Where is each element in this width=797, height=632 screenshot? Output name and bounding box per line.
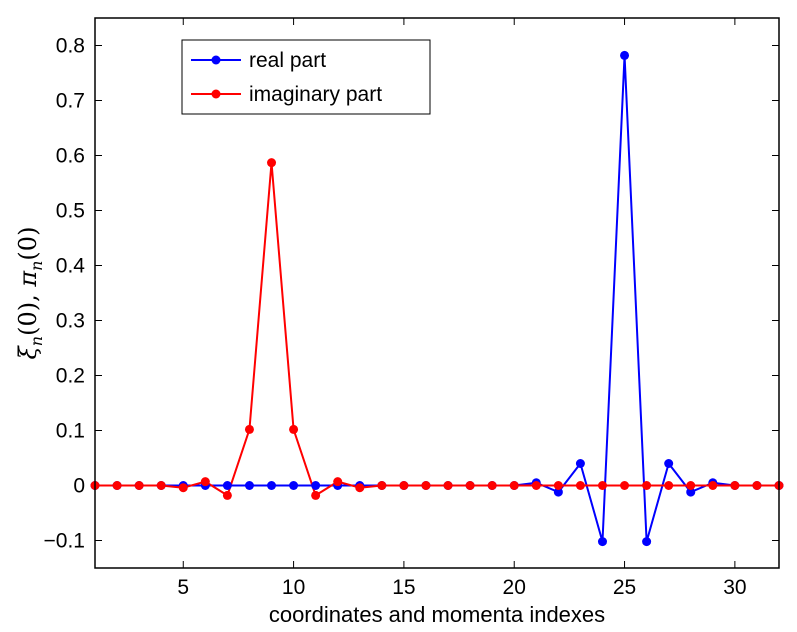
data-point-imaginary-part bbox=[112, 481, 122, 490]
data-point-imaginary-part bbox=[575, 481, 585, 490]
x-tick-label: 25 bbox=[613, 576, 636, 599]
y-axis-label-arg1: (0), bbox=[14, 287, 42, 336]
y-tick-label: 0.8 bbox=[56, 35, 85, 58]
data-point-imaginary-part bbox=[531, 481, 541, 490]
data-point-imaginary-part bbox=[620, 481, 630, 490]
data-point-imaginary-part bbox=[708, 481, 718, 490]
data-point-imaginary-part bbox=[553, 481, 563, 490]
data-point-real-part bbox=[686, 487, 696, 497]
data-point-imaginary-part bbox=[487, 481, 497, 490]
y-tick-label: 0.3 bbox=[56, 310, 85, 333]
data-point-imaginary-part bbox=[730, 481, 740, 490]
series-markers bbox=[90, 50, 784, 547]
data-point-imaginary-part bbox=[156, 481, 166, 490]
data-point-real-part bbox=[289, 481, 299, 490]
data-point-imaginary-part bbox=[333, 477, 343, 487]
legend: real part imaginary part bbox=[181, 39, 431, 115]
y-tick-label: 0.2 bbox=[56, 365, 85, 388]
data-point-imaginary-part bbox=[509, 481, 519, 490]
y-tick-label: 0 bbox=[73, 475, 85, 498]
data-point-real-part bbox=[553, 487, 563, 497]
x-tick-label: 20 bbox=[503, 576, 526, 599]
data-point-imaginary-part bbox=[752, 481, 762, 490]
data-point-imaginary-part bbox=[222, 490, 232, 500]
legend-box bbox=[181, 39, 431, 115]
y-tick-labels: −0.1 0 0.1 0.2 0.3 0.4 0.5 0.6 0.7 0.8 bbox=[44, 35, 86, 553]
data-point-imaginary-part bbox=[289, 424, 299, 434]
data-point-imaginary-part bbox=[443, 481, 453, 490]
data-point-imaginary-part bbox=[311, 490, 321, 500]
data-point-imaginary-part bbox=[399, 481, 409, 490]
x-tick-label: 30 bbox=[723, 576, 746, 599]
data-point-imaginary-part bbox=[178, 483, 188, 493]
data-point-real-part bbox=[642, 537, 652, 547]
data-point-imaginary-part bbox=[465, 481, 475, 490]
data-point-imaginary-part bbox=[664, 481, 674, 490]
y-tick-label: 0.1 bbox=[56, 420, 85, 443]
x-tick-label: 10 bbox=[282, 576, 305, 599]
data-point-imaginary-part bbox=[686, 481, 696, 490]
data-point-imaginary-part bbox=[200, 477, 210, 487]
data-point-real-part bbox=[311, 481, 321, 490]
y-tick-label: 0.4 bbox=[56, 255, 86, 278]
data-point-real-part bbox=[222, 481, 232, 490]
data-point-imaginary-part bbox=[377, 481, 387, 490]
data-point-real-part bbox=[575, 459, 585, 468]
legend-label-real: real part bbox=[249, 49, 326, 72]
data-point-imaginary-part bbox=[642, 481, 652, 490]
data-point-real-part bbox=[620, 50, 630, 60]
x-tick-labels: 5 10 15 20 25 30 bbox=[177, 576, 746, 599]
data-point-real-part bbox=[597, 537, 607, 547]
data-point-real-part bbox=[267, 481, 277, 490]
x-axis-label: coordinates and momenta indexes bbox=[269, 602, 605, 627]
legend-marker-imaginary bbox=[211, 89, 221, 99]
y-axis-label: ξn(0), πn(0) bbox=[14, 227, 46, 360]
data-point-real-part bbox=[244, 481, 254, 490]
data-point-imaginary-part bbox=[134, 481, 144, 490]
data-point-imaginary-part bbox=[597, 481, 607, 490]
data-point-imaginary-part bbox=[355, 483, 365, 493]
data-point-imaginary-part bbox=[244, 424, 254, 434]
data-point-imaginary-part bbox=[421, 481, 431, 490]
y-tick-label: 0.5 bbox=[56, 200, 85, 223]
y-axis-label-sub1: n bbox=[27, 336, 46, 346]
plot-frame bbox=[94, 17, 780, 569]
y-tick-label: 0.7 bbox=[56, 90, 85, 113]
y-tick-label: −0.1 bbox=[44, 530, 85, 553]
data-point-imaginary-part bbox=[267, 158, 277, 168]
y-tick-label: 0.6 bbox=[56, 145, 85, 168]
y-axis-label-arg2: (0) bbox=[14, 227, 42, 261]
y-axis-label-sub2: n bbox=[27, 261, 46, 271]
legend-label-imaginary: imaginary part bbox=[249, 83, 382, 106]
x-tick-label: 15 bbox=[392, 576, 415, 599]
y-axis-label-xi: ξ bbox=[14, 344, 42, 359]
x-tick-label: 5 bbox=[177, 576, 189, 599]
y-axis-label-pi: π bbox=[14, 270, 42, 288]
legend-marker-real bbox=[211, 55, 221, 65]
data-point-real-part bbox=[664, 459, 674, 468]
